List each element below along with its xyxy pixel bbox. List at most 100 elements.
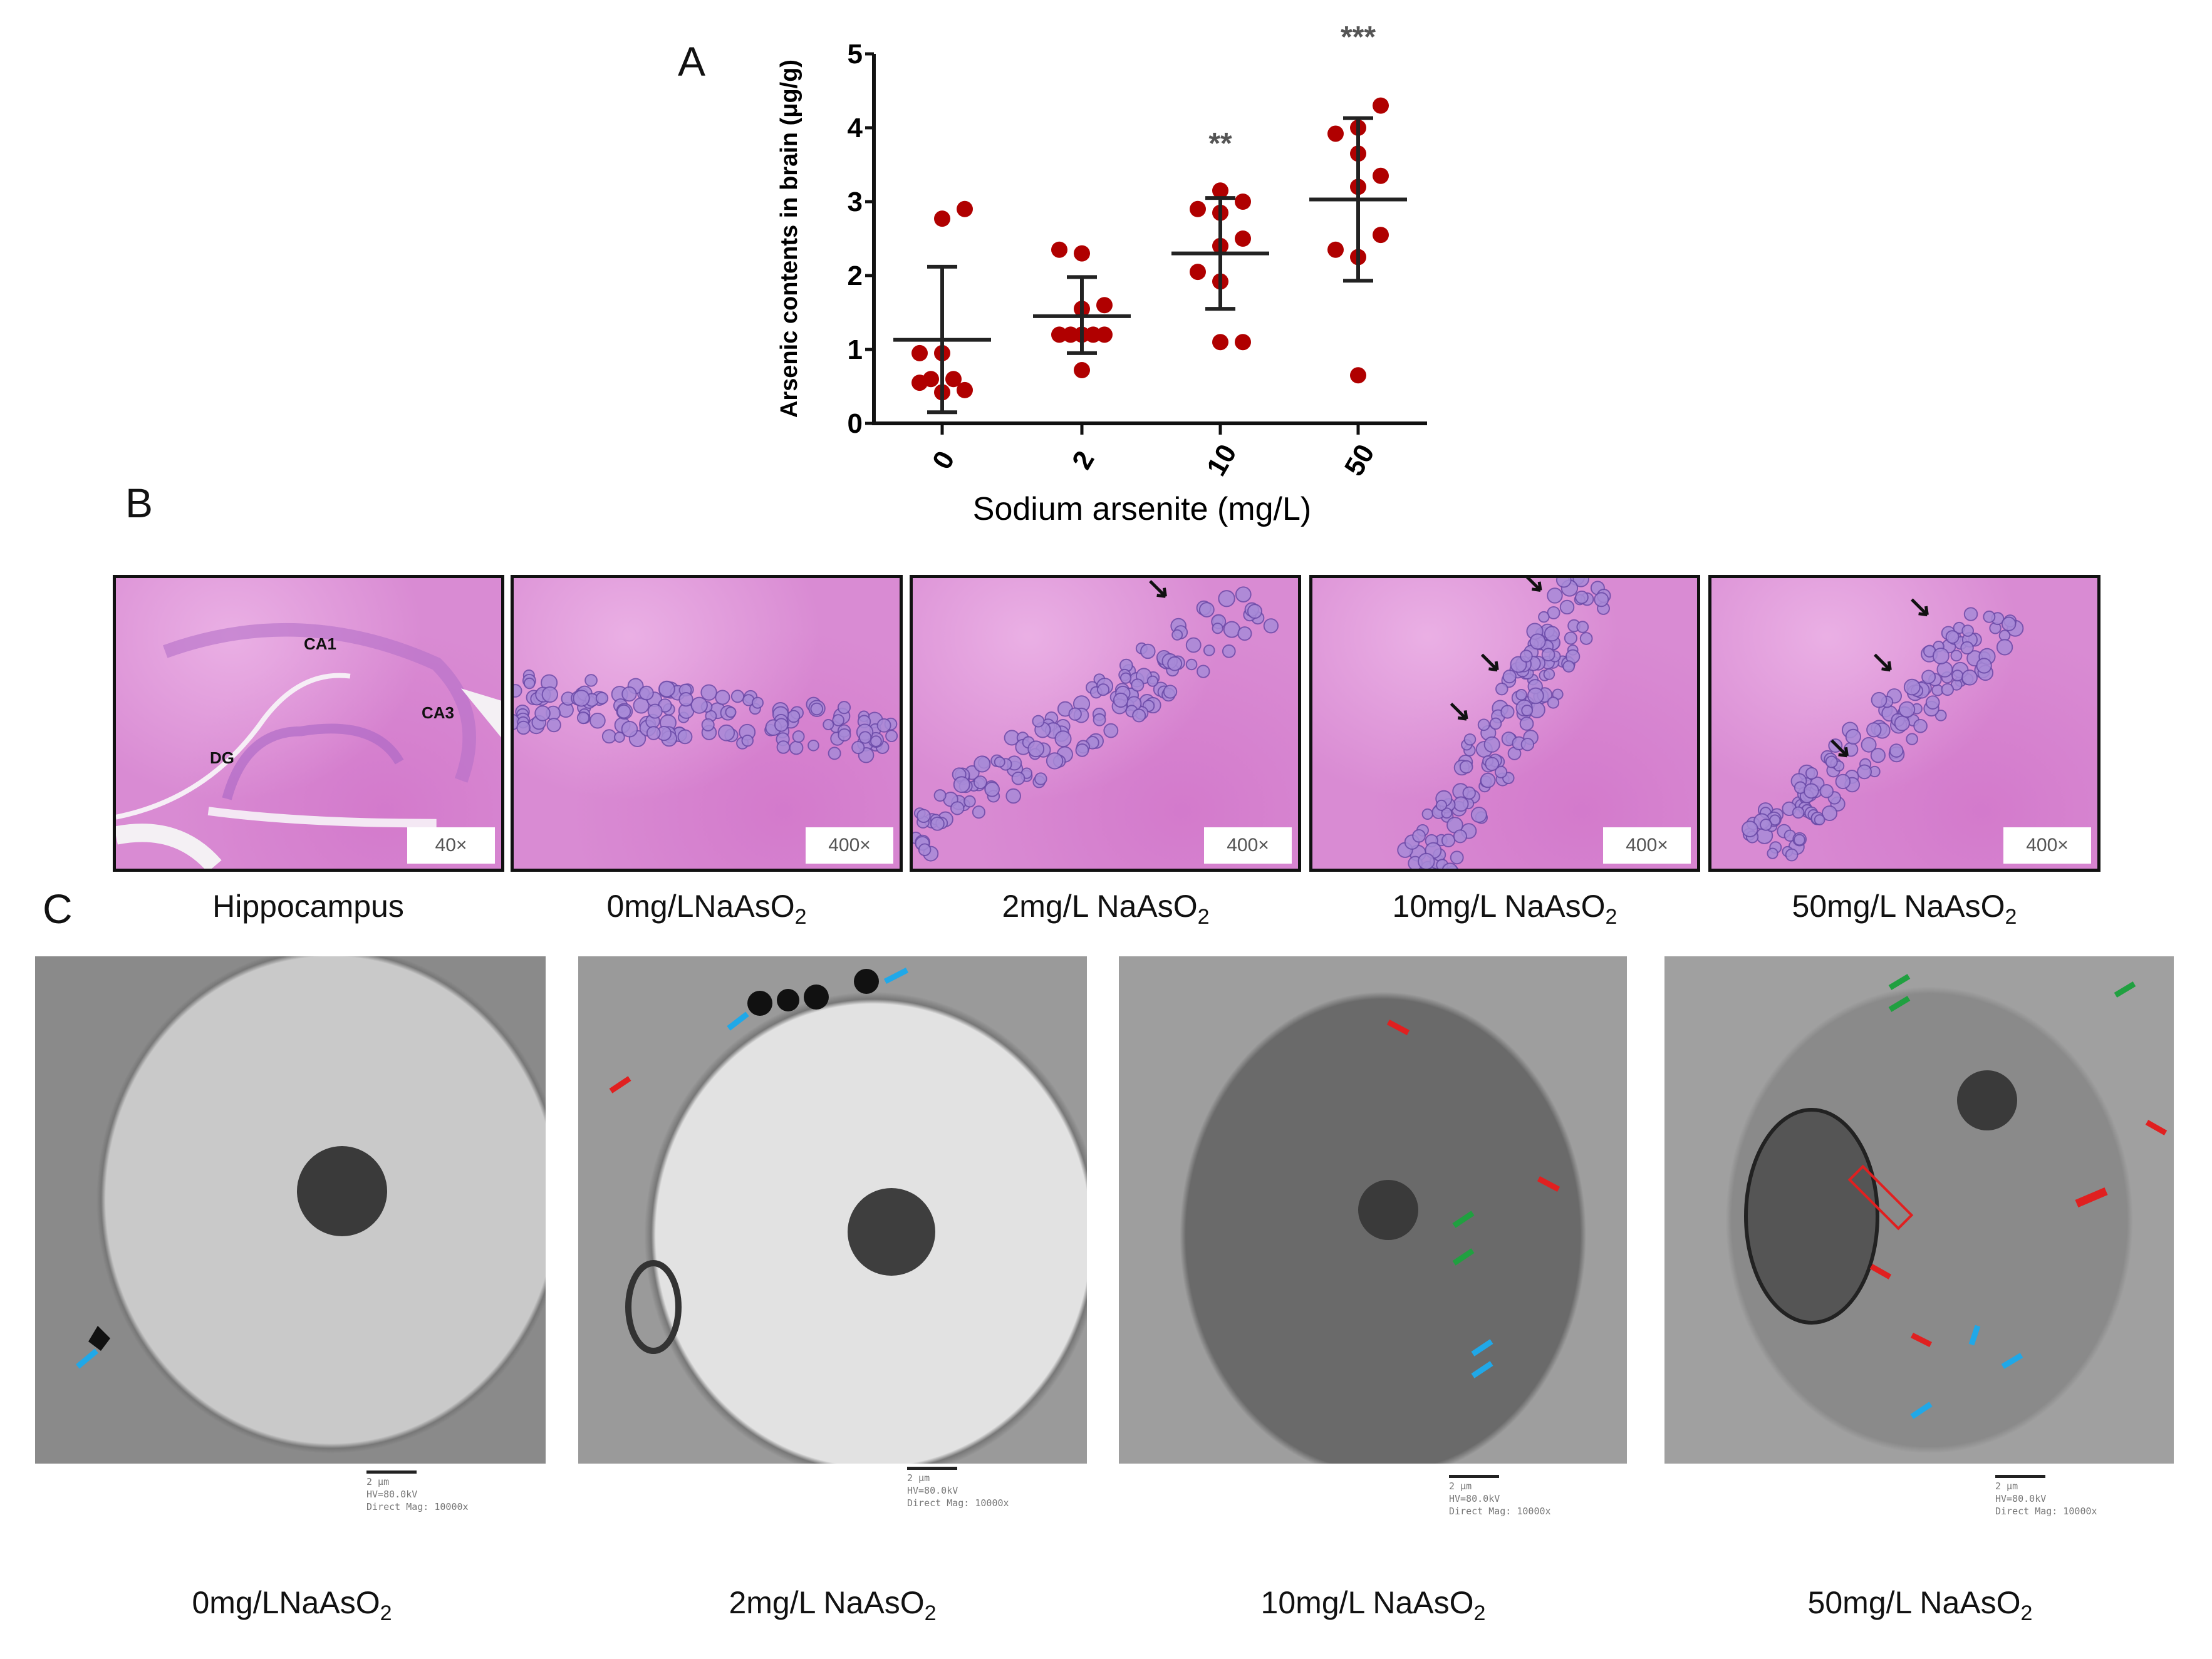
neuron-cell: [576, 711, 590, 725]
neuron-cell: [1760, 819, 1772, 831]
magnification-label: 400×: [806, 827, 893, 864]
neuron-cell: [1494, 765, 1508, 778]
neuron-cell: [523, 677, 536, 690]
neuron-cell: [1814, 814, 1825, 825]
neuron-cell: [1054, 730, 1072, 748]
neuron-cell: [1555, 578, 1572, 588]
neuron-cell: [701, 718, 715, 731]
neuron-cell: [1480, 772, 1496, 788]
he-image-50mg: 400×: [1708, 575, 2100, 872]
neuron-cell: [870, 735, 882, 747]
neuron-cell: [584, 674, 598, 687]
neuron-cell: [1046, 752, 1064, 770]
neuron-cell: [792, 730, 805, 743]
x-tick-label: 0: [927, 446, 961, 475]
neuron-cell: [930, 816, 945, 831]
neuron-cell: [1527, 687, 1544, 705]
data-point: [1096, 326, 1113, 343]
neuron-cell: [807, 740, 819, 752]
he-image-10mg: 400×: [1309, 575, 1700, 872]
neuron-cell: [1741, 820, 1758, 837]
data-point: [1350, 367, 1366, 384]
neuron-cell: [1976, 658, 1992, 674]
neuron-cell: [1185, 637, 1202, 653]
neuron-cell: [1889, 743, 1904, 758]
neuron-cell: [1441, 807, 1453, 819]
neuron-cell: [1951, 669, 1964, 682]
x-tick-label: 2: [1066, 446, 1101, 475]
neuron-cell: [851, 740, 865, 755]
y-tick-label: 0: [848, 408, 863, 439]
arrow-icon: [1874, 653, 1892, 672]
scale-bar-2mg: 2 μm HV=80.0kV Direct Mag: 10000x: [907, 1467, 1009, 1509]
he-caption-2mg: 2mg/L NaAsO2: [1002, 889, 1210, 929]
he-image-hippocampus: CA1 CA3 DG 40×: [113, 575, 504, 872]
neuron-cell: [730, 690, 745, 703]
em-image-10mg: [1119, 956, 1627, 1464]
neuron-cell: [1941, 683, 1954, 696]
arrow-icon: [1525, 578, 1542, 592]
data-point: [1051, 326, 1067, 343]
neuron-cell: [787, 710, 801, 723]
x-tick-label: 50: [1339, 439, 1381, 481]
neuron-cell: [984, 782, 1000, 797]
neuron-cell: [1140, 643, 1156, 659]
data-point: [1212, 182, 1228, 199]
neuron-cell: [1412, 829, 1426, 843]
neuron-cell: [1541, 648, 1555, 662]
data-point: [1074, 362, 1090, 379]
neuron-cell: [1223, 621, 1240, 638]
neuron-cell: [516, 720, 531, 735]
scale-bar-0mg: 2 μm HV=80.0kV Direct Mag: 10000x: [366, 1470, 469, 1513]
neuron-cell: [541, 686, 558, 703]
arrow-icon: [1149, 580, 1167, 598]
neuron-cell: [1171, 629, 1183, 641]
neuron-cell: [621, 720, 638, 738]
neuron-cell: [832, 714, 844, 726]
neuron-cell: [1805, 767, 1819, 780]
neuron-cell: [1961, 624, 1974, 637]
neuron-cell: [1005, 788, 1021, 804]
neuron-cell: [534, 705, 551, 721]
y-tick-label: 1: [848, 334, 863, 365]
neuron-cell: [1921, 669, 1936, 685]
neuron-cell: [1559, 599, 1575, 615]
magnification-label: 40×: [407, 827, 495, 864]
panel-label-a: A: [678, 38, 706, 85]
data-point: [1212, 334, 1228, 351]
neuron-cell: [1825, 755, 1838, 768]
neuron-cell: [776, 740, 791, 754]
neuron-cell: [1767, 847, 1778, 859]
neuron-cell: [718, 724, 735, 742]
panel-label-c: C: [43, 886, 73, 932]
data-point: [1235, 194, 1251, 210]
neuron-cell: [616, 704, 631, 719]
neuron-cell: [1203, 644, 1215, 656]
neuron-cell: [1027, 740, 1045, 758]
neuron-cell: [1576, 621, 1589, 633]
neuron-cell: [1547, 587, 1563, 604]
neuron-cell: [774, 718, 789, 732]
neuron-cell: [1803, 783, 1819, 799]
neuron-cell: [658, 680, 675, 698]
panel-label-b: B: [125, 480, 153, 526]
neuron-cell: [1870, 748, 1886, 763]
em-image-50mg: [1664, 956, 2174, 1464]
arrow-icon: [1911, 598, 1929, 617]
neuron-cell: [1185, 658, 1198, 671]
data-point: [1074, 245, 1090, 262]
neuron-cell: [876, 718, 891, 733]
he-caption-0mg: 0mg/LNaAsO2: [606, 889, 807, 929]
neuron-cell: [1785, 848, 1799, 862]
scale-bar-10mg: 2 μm HV=80.0kV Direct Mag: 10000x: [1449, 1475, 1551, 1517]
neuron-cell: [950, 801, 965, 815]
data-point: [1062, 326, 1079, 343]
neuron-cell: [1459, 760, 1473, 774]
neuron-cell: [1093, 713, 1106, 726]
neuron-cell: [646, 726, 661, 740]
neuron-cell: [837, 701, 851, 715]
em-caption-50mg: 50mg/L NaAsO2: [1807, 1585, 2033, 1625]
neuron-cell: [1961, 669, 1978, 686]
significance-marker: ***: [1341, 21, 1376, 54]
neuron-cell: [1222, 644, 1236, 658]
